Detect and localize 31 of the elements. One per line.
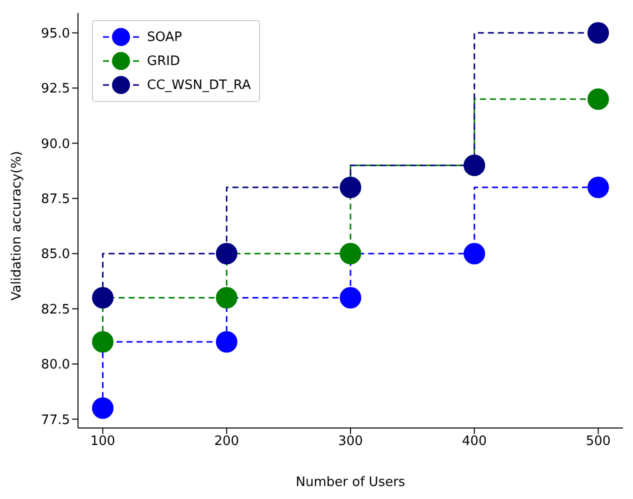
- point: [92, 331, 114, 353]
- y-tick-label: 82.5: [41, 302, 70, 318]
- y-tick-label: 87.5: [41, 192, 70, 208]
- x-axis-title: Number of Users: [296, 475, 406, 490]
- x-tick-label: 300: [338, 434, 363, 450]
- point: [340, 287, 362, 309]
- legend-label: GRID: [147, 54, 180, 68]
- point: [92, 397, 114, 419]
- point: [92, 287, 114, 309]
- y-axis-title: Validation accuracy(%): [10, 151, 25, 300]
- point: [340, 176, 362, 198]
- y-tick-label: 80.0: [41, 358, 70, 373]
- y-tick-label: 92.5: [41, 82, 70, 97]
- y-tick-label: 77.5: [41, 412, 70, 428]
- x-tick-label: 200: [214, 434, 240, 450]
- point: [587, 22, 609, 44]
- point: [216, 331, 238, 353]
- legend-label: CC_WSN_DT_RA: [147, 78, 251, 92]
- y-tick-label: 85.0: [41, 247, 70, 262]
- y-tick-label: 95.0: [41, 26, 70, 42]
- point: [216, 242, 238, 264]
- point: [464, 242, 486, 264]
- point: [216, 287, 238, 309]
- point: [340, 242, 362, 264]
- point: [587, 176, 609, 198]
- y-tick-label: 90.0: [41, 136, 70, 152]
- x-tick-label: 400: [462, 434, 487, 450]
- point: [587, 88, 609, 110]
- x-tick-label: 500: [586, 434, 611, 450]
- legend-label: SOAP: [147, 30, 182, 44]
- x-tick-label: 100: [90, 434, 116, 450]
